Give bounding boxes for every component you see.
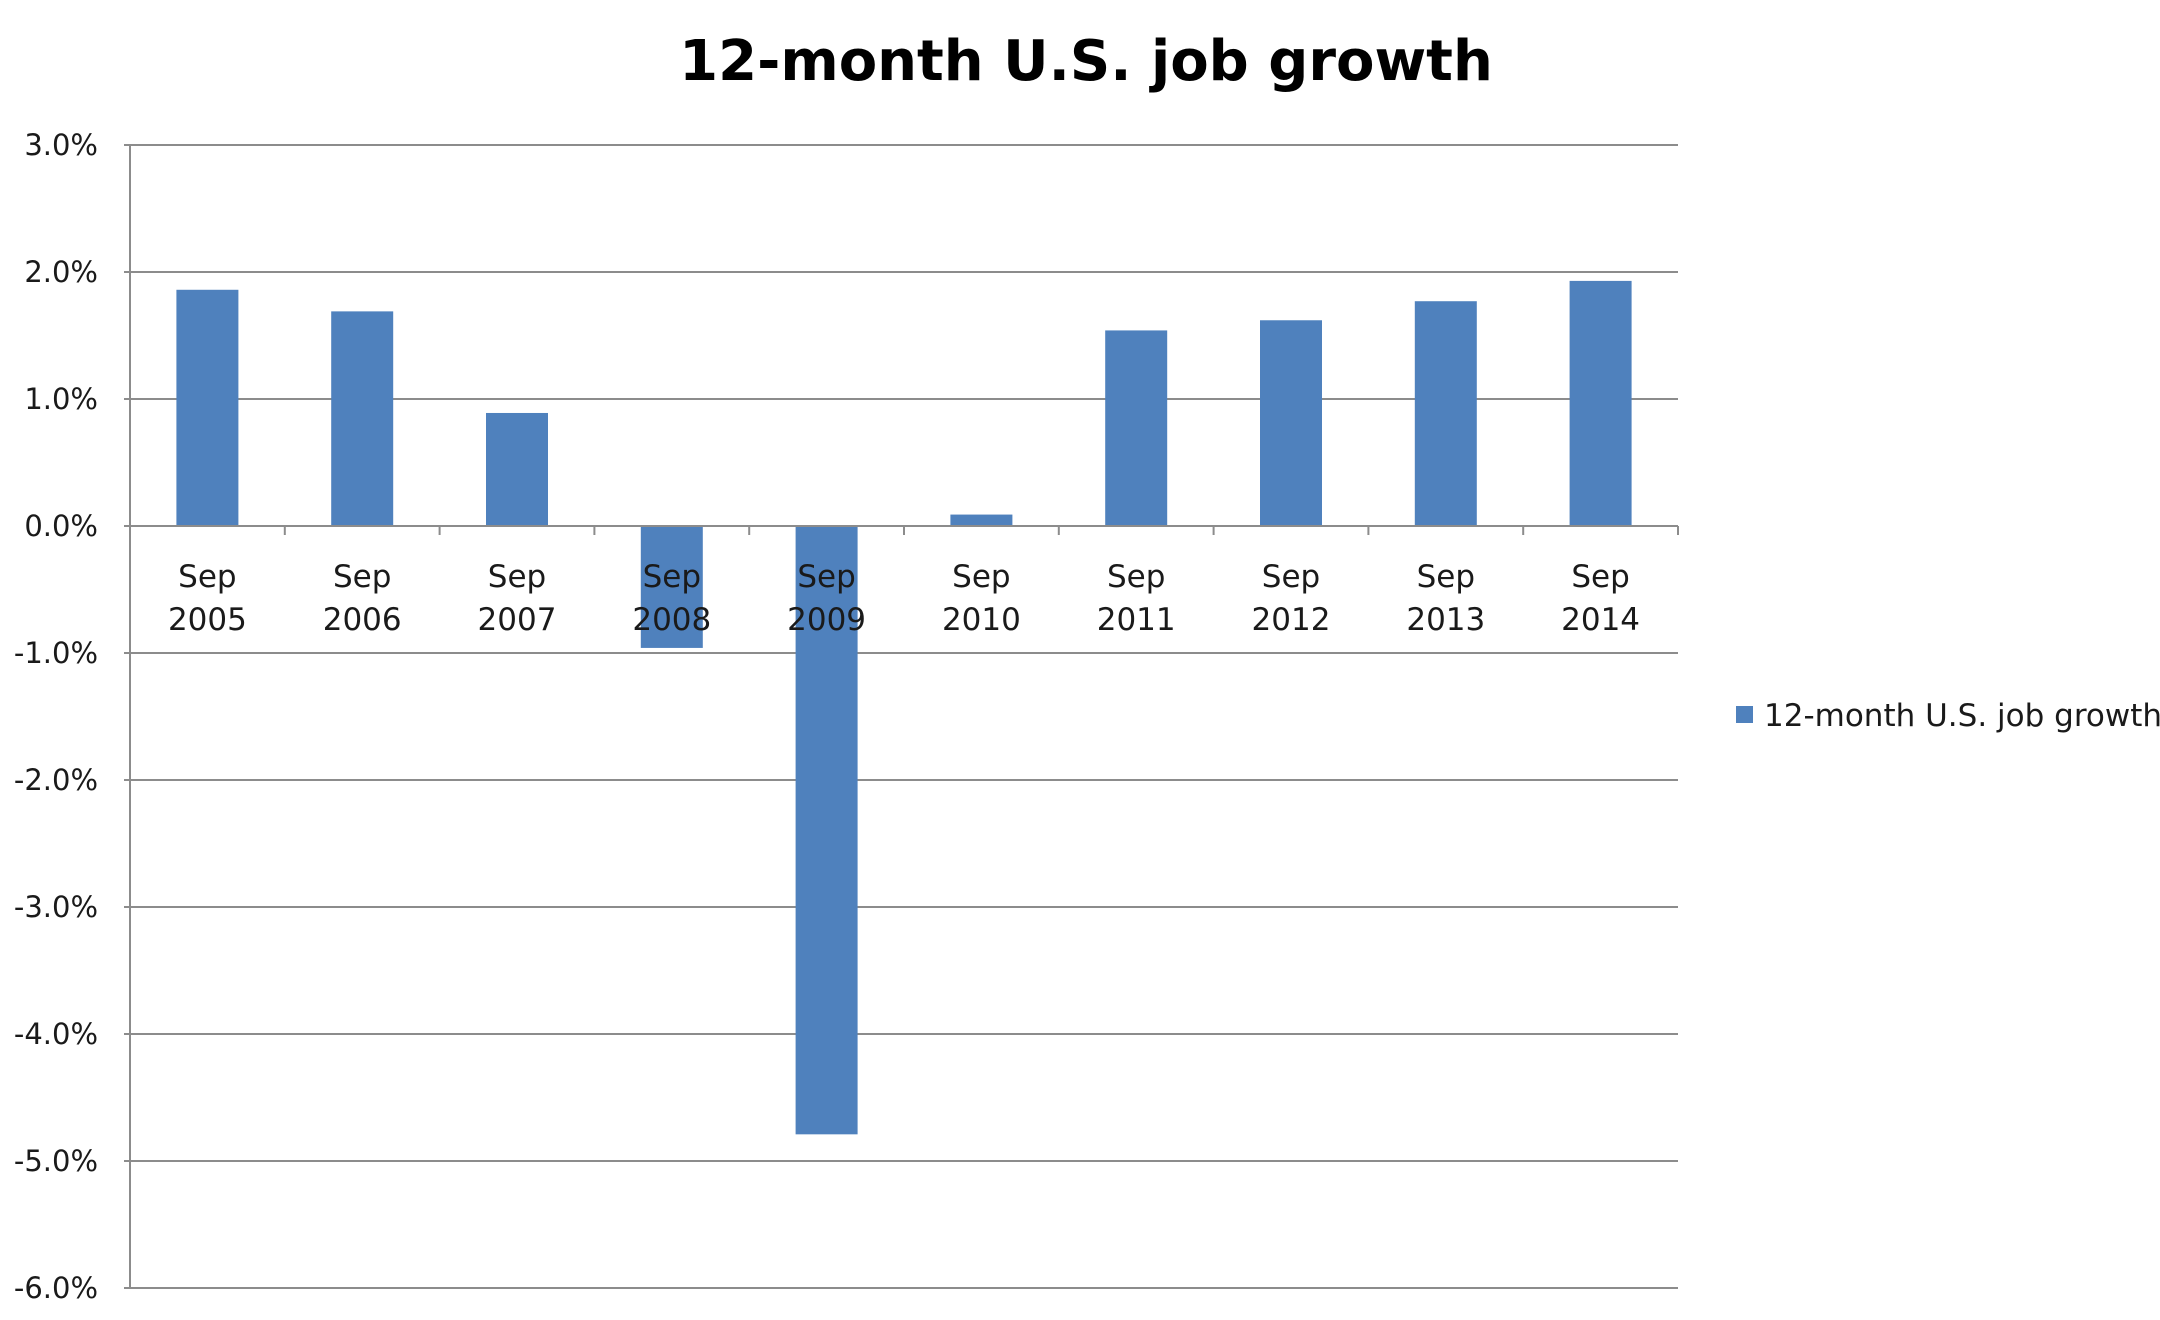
x-tick-label: Sep 2013 bbox=[1406, 559, 1485, 638]
y-tick-label: 1.0% bbox=[24, 382, 98, 416]
y-tick-label: -1.0% bbox=[14, 636, 98, 670]
y-tick-label: -3.0% bbox=[14, 890, 98, 924]
x-tick-label: Sep 2008 bbox=[632, 559, 711, 638]
y-tick-label: 0.0% bbox=[24, 509, 98, 543]
bar bbox=[1414, 301, 1477, 526]
legend-label: 12-month U.S. job growth bbox=[1764, 698, 2160, 734]
bar bbox=[795, 526, 858, 1135]
y-tick-label: -6.0% bbox=[14, 1271, 98, 1305]
x-tick-label: Sep 2006 bbox=[323, 559, 402, 638]
bar bbox=[176, 289, 239, 526]
x-tick-label: Sep 2005 bbox=[168, 559, 247, 638]
bar bbox=[1260, 320, 1322, 526]
x-tick-label: Sep 2009 bbox=[787, 559, 866, 638]
x-tick-label: Sep 2014 bbox=[1561, 559, 1640, 638]
y-tick-label: 3.0% bbox=[24, 128, 98, 162]
bar bbox=[1105, 330, 1168, 526]
y-tick-label: -4.0% bbox=[14, 1017, 98, 1051]
bars bbox=[176, 280, 1632, 1135]
bar bbox=[331, 311, 394, 526]
chart-title: 12-month U.S. job growth bbox=[679, 29, 1493, 94]
x-tick-label: Sep 2011 bbox=[1097, 559, 1176, 638]
axes bbox=[129, 145, 1679, 1288]
y-tick-label: -5.0% bbox=[14, 1144, 98, 1178]
x-tick-label: Sep 2007 bbox=[478, 559, 557, 638]
y-axis-tick-labels: 3.0% 2.0% 1.0% 0.0% -1.0% -2.0% -3.0% -4.0% -5.0… bbox=[14, 128, 98, 1305]
x-axis-tick-labels: Sep 2005 Sep 2006 Sep 2007 Sep 2008 Sep 2009 Sep 20… bbox=[168, 559, 1640, 638]
y-tick-label: -2.0% bbox=[14, 763, 98, 797]
legend-swatch bbox=[1736, 706, 1753, 723]
y-tick-label: 2.0% bbox=[24, 255, 98, 289]
bar bbox=[486, 412, 548, 526]
legend: 12-month U.S. job growth bbox=[1736, 698, 2160, 734]
bar bbox=[1569, 280, 1632, 526]
x-tick-label: Sep 2012 bbox=[1252, 559, 1331, 638]
x-tick-label: Sep 2010 bbox=[942, 559, 1021, 638]
bar bbox=[950, 514, 1013, 526]
bar bbox=[640, 526, 703, 648]
